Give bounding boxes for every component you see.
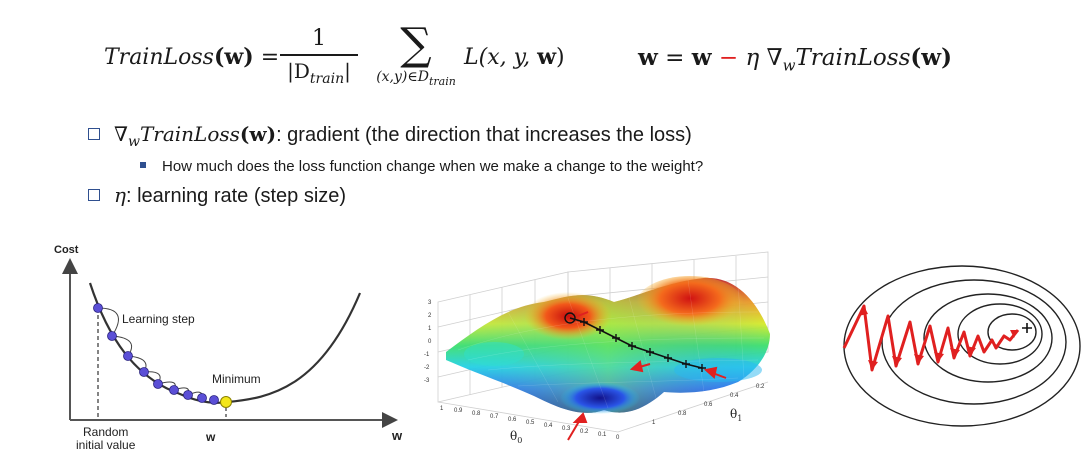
svg-text:-3: -3 [424, 378, 430, 384]
descent-points [93, 303, 219, 405]
svg-text:0.9: 0.9 [454, 408, 463, 414]
optimum-marker [1022, 323, 1032, 333]
zigzag-arrowheads [858, 306, 1018, 370]
loss-surface-figure: 3 2 1 0 -1 -2 -3 1 0.9 0.8 0.7 0.6 0.5 0… [418, 242, 798, 457]
svg-text:2: 2 [428, 313, 432, 319]
sum-subscript: (x,y)∈Dtrain [376, 69, 456, 88]
fraction-numerator: 1 [312, 26, 326, 51]
bullet-learning-rate-text: : learning rate (step size) [125, 185, 347, 207]
svg-text:0.6: 0.6 [704, 402, 713, 408]
minus-sign: − [711, 45, 746, 71]
square-bullet-icon [140, 162, 146, 169]
contour-zigzag-figure [838, 252, 1088, 452]
minimum-label: Minimum [212, 372, 261, 386]
fraction-denominator: |Dtrain| [287, 58, 351, 87]
svg-text:1: 1 [428, 326, 432, 332]
sub-bullet-weight-change: How much does the loss function change w… [140, 158, 703, 175]
checkbox-bullet-icon [88, 188, 100, 201]
svg-text:-1: -1 [424, 352, 430, 358]
random-initial-label: Random initial value [76, 425, 136, 452]
svg-text:0: 0 [616, 435, 620, 441]
bullet-gradient: ∇wTrainLoss(w): gradient (the direction … [88, 122, 692, 150]
descent-markers [580, 318, 706, 372]
svg-text:0.4: 0.4 [544, 423, 553, 429]
svg-text:0.8: 0.8 [678, 411, 687, 417]
learning-step-label: Learning step [122, 312, 195, 326]
cost-axis-label: Cost [54, 244, 79, 256]
theta1-label: θ1 [730, 407, 742, 423]
bullet-gradient-text: : gradient (the direction that increases… [276, 124, 692, 146]
summation: ∑ (x,y)∈Dtrain [366, 22, 466, 91]
gradient-update-equation: w = w − η ∇wTrainLoss(w) [638, 44, 952, 75]
equation-lhs: TrainLoss(w) = [104, 44, 280, 70]
w-axis-label: w [392, 428, 403, 443]
svg-text:0.1: 0.1 [598, 432, 607, 438]
sub-bullet-text: How much does the loss function change w… [162, 158, 704, 175]
right-peak [636, 276, 744, 332]
svg-text:0.7: 0.7 [490, 414, 499, 420]
svg-text:3: 3 [428, 300, 432, 306]
checkbox-bullet-icon [88, 127, 100, 140]
svg-text:0.8: 0.8 [472, 411, 481, 417]
sigma-symbol: ∑ [400, 19, 432, 70]
bullet-learning-rate: η: learning rate (step size) [88, 183, 346, 208]
cost-curve-svg [62, 258, 398, 428]
svg-text:-2: -2 [424, 365, 430, 371]
theta0-label: θ0 [510, 429, 522, 445]
fraction: 1 |Dtrain| [280, 26, 358, 92]
zigzag-path [842, 304, 1020, 372]
w-tick-label: w [206, 430, 216, 444]
minimum-point [220, 396, 232, 408]
svg-text:0.6: 0.6 [508, 417, 517, 423]
red-arrows [567, 311, 727, 441]
cost-curve-figure: Cost Learning step Minimum Random initial… [40, 238, 420, 457]
svg-text:0.2: 0.2 [580, 429, 589, 435]
loss-surface-svg: 3 2 1 0 -1 -2 -3 1 0.9 0.8 0.7 0.6 0.5 0… [424, 251, 770, 445]
svg-text:0: 0 [428, 339, 432, 345]
start-marker [564, 312, 576, 324]
svg-text:0.2: 0.2 [756, 384, 765, 390]
surface-ticks: 3 2 1 0 -1 -2 -3 1 0.9 0.8 0.7 0.6 0.5 0… [424, 300, 765, 441]
fraction-bar [280, 54, 358, 56]
svg-text:1: 1 [440, 406, 444, 412]
left-peak [524, 292, 612, 340]
svg-text:0.4: 0.4 [730, 393, 739, 399]
svg-text:1: 1 [652, 420, 656, 426]
svg-text:0.3: 0.3 [562, 426, 571, 432]
svg-text:0.5: 0.5 [526, 420, 535, 426]
valley [560, 382, 640, 414]
contour-svg [842, 265, 1081, 427]
loss-term: L(x, y, w) [464, 44, 565, 70]
